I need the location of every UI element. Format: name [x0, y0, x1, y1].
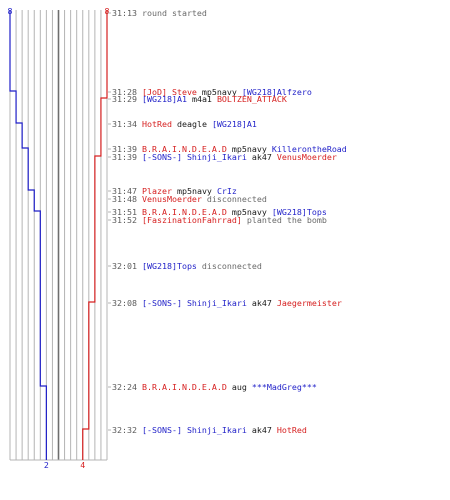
- weapon-name: ak47: [247, 298, 277, 308]
- event-time: 31:13: [112, 8, 142, 18]
- player-team-b: Plazer: [142, 186, 172, 196]
- player-team-b: B.R.A.I.N.D.E.A.D: [142, 207, 227, 217]
- event-text: planted the bomb: [242, 215, 327, 225]
- event-text: disconnected: [202, 194, 267, 204]
- grid: [9, 10, 108, 461]
- player-team-b: Jaegermeister: [277, 298, 342, 308]
- event-log: 31:13 round started 31:28 [JoD] Steve mp5…: [108, 8, 347, 435]
- player-team-b: [JoD] Steve: [142, 87, 197, 97]
- event-text: disconnected: [197, 261, 262, 271]
- team-a-start-count: 8: [8, 6, 13, 16]
- event-time: 32:01: [112, 261, 142, 271]
- event-row: 31:39 [-SONS-] Shinji_Ikari ak47 VenusMo…: [112, 152, 337, 162]
- player-team-b: [FaszinationFahrrad]: [142, 215, 242, 225]
- weapon-name: mp5navy: [172, 186, 217, 196]
- team-b-start-count: 8: [105, 6, 110, 16]
- player-team-b: HotRed: [277, 425, 307, 435]
- player-team-a: [WG218]Tops: [272, 207, 327, 217]
- player-team-b: BOLTZEN_ATTACK: [217, 94, 287, 104]
- player-team-a: KillerontheRoad: [272, 144, 347, 154]
- event-time: 31:29: [112, 94, 142, 104]
- event-row: 31:34 HotRed deagle [WG218]A1: [112, 119, 257, 129]
- weapon-name: mp5navy: [227, 207, 272, 217]
- player-team-a: [WG218]A1: [142, 94, 187, 104]
- weapon-name: ak47: [247, 425, 277, 435]
- event-row: 32:08 [-SONS-] Shinji_Ikari ak47 Jaegerm…: [112, 298, 342, 308]
- event-time: 31:48: [112, 194, 142, 204]
- event-row: 31:48 VenusMoerder disconnected: [112, 194, 267, 204]
- event-row: 31:13 round started: [112, 8, 207, 18]
- player-team-b: VenusMoerder: [142, 194, 202, 204]
- event-time: 31:39: [112, 144, 142, 154]
- event-time: 32:32: [112, 425, 142, 435]
- weapon-name: aug: [227, 382, 252, 392]
- event-time: 31:51: [112, 207, 142, 217]
- event-row: 31:29 [WG218]A1 m4a1 BOLTZEN_ATTACK: [112, 94, 287, 104]
- player-team-a: CrIz: [217, 186, 237, 196]
- event-row: 32:24 B.R.A.I.N.D.E.A.D aug ***MadGreg**…: [112, 382, 317, 392]
- player-team-a: [WG218]A1: [212, 119, 257, 129]
- event-time: 31:52: [112, 215, 142, 225]
- player-team-a: [-SONS-] Shinji_Ikari: [142, 298, 247, 308]
- weapon-name: m4a1: [187, 94, 217, 104]
- player-team-a: [-SONS-] Shinji_Ikari: [142, 425, 247, 435]
- team-a-end-count: 2: [44, 460, 49, 470]
- event-time: 32:24: [112, 382, 142, 392]
- event-text: round started: [142, 8, 207, 18]
- player-team-a: [WG218]Alfzero: [242, 87, 312, 97]
- event-time: 31:28: [112, 87, 142, 97]
- player-team-b: VenusMoerder: [277, 152, 337, 162]
- team-b-alive-line: [82, 10, 108, 460]
- event-row: 31:51 B.R.A.I.N.D.E.A.D mp5navy [WG218]T…: [112, 207, 327, 217]
- event-row: 31:39 B.R.A.I.N.D.E.A.D mp5navy Killeron…: [112, 144, 347, 154]
- team-a-alive-line: [9, 10, 47, 460]
- player-team-a: [WG218]Tops: [142, 261, 197, 271]
- event-time: 32:08: [112, 298, 142, 308]
- player-team-a: ***MadGreg***: [252, 382, 317, 392]
- event-row: 31:28 [JoD] Steve mp5navy [WG218]Alfzero: [112, 87, 312, 97]
- event-row: 31:52 [FaszinationFahrrad] planted the b…: [112, 215, 327, 225]
- event-time: 31:34: [112, 119, 142, 129]
- weapon-name: deagle: [172, 119, 212, 129]
- team-b-end-count: 4: [80, 460, 85, 470]
- weapon-name: ak47: [247, 152, 277, 162]
- event-row: 32:32 [-SONS-] Shinji_Ikari ak47 HotRed: [112, 425, 307, 435]
- event-time: 31:47: [112, 186, 142, 196]
- event-row: 32:01 [WG218]Tops disconnected: [112, 261, 262, 271]
- event-row: 31:47 Plazer mp5navy CrIz: [112, 186, 237, 196]
- weapon-name: mp5navy: [197, 87, 242, 97]
- player-team-b: B.R.A.I.N.D.E.A.D: [142, 382, 227, 392]
- player-team-a: [-SONS-] Shinji_Ikari: [142, 152, 247, 162]
- weapon-name: mp5navy: [227, 144, 272, 154]
- player-team-b: B.R.A.I.N.D.E.A.D: [142, 144, 227, 154]
- event-time: 31:39: [112, 152, 142, 162]
- player-team-b: HotRed: [142, 119, 172, 129]
